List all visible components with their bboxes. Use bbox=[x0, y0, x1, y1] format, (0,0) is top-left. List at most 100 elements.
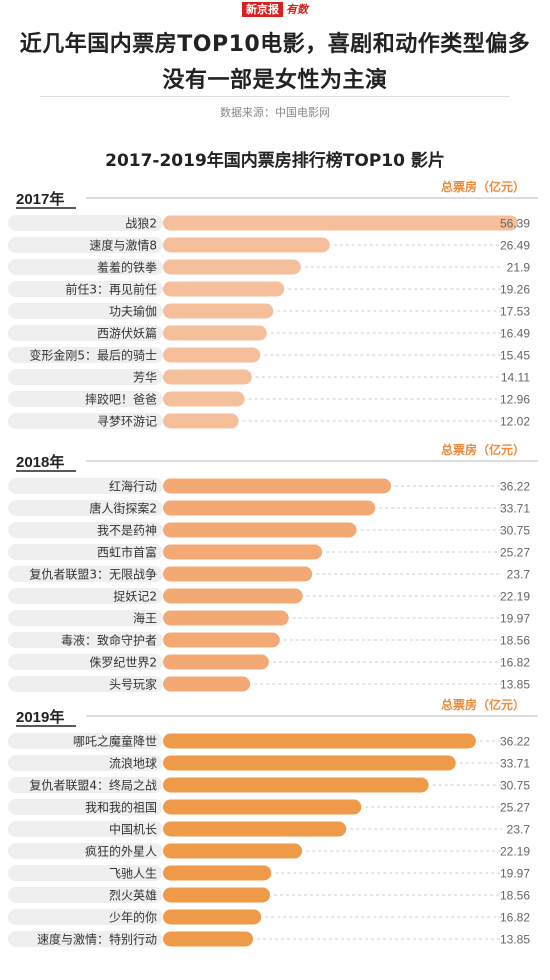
bar bbox=[163, 755, 456, 771]
category-label: 前任3：再见前任 bbox=[65, 282, 157, 297]
bar bbox=[163, 733, 476, 749]
label-track bbox=[8, 755, 163, 771]
category-label: 捉妖记2 bbox=[113, 589, 157, 604]
value-label: 22.19 bbox=[500, 845, 530, 859]
bar bbox=[163, 347, 261, 363]
year-tag-bg bbox=[12, 187, 86, 209]
label-track bbox=[8, 259, 163, 275]
bar bbox=[163, 843, 303, 859]
category-label: 海王 bbox=[133, 611, 157, 626]
category-label: 复仇者联盟4：终局之战 bbox=[29, 778, 157, 793]
bar bbox=[163, 500, 376, 516]
value-label: 23.7 bbox=[507, 823, 531, 837]
bar bbox=[163, 237, 330, 253]
label-track bbox=[8, 909, 163, 925]
bar bbox=[163, 887, 271, 903]
value-label: 33.71 bbox=[500, 502, 530, 516]
bar bbox=[163, 303, 274, 319]
label-track bbox=[8, 369, 163, 385]
column-name: 有数 bbox=[286, 3, 308, 16]
label-track bbox=[8, 478, 163, 494]
label-track bbox=[8, 347, 163, 363]
label-track bbox=[8, 391, 163, 407]
brand-name: 新京报 bbox=[242, 2, 283, 17]
bar bbox=[163, 281, 285, 297]
label-track bbox=[8, 821, 163, 837]
bar bbox=[163, 654, 269, 670]
category-label: 红海行动 bbox=[109, 479, 157, 494]
label-track bbox=[8, 303, 163, 319]
value-label: 19.26 bbox=[500, 283, 530, 297]
category-label: 我和我的祖国 bbox=[85, 800, 157, 815]
headline-divider bbox=[40, 96, 510, 97]
label-track bbox=[8, 566, 163, 582]
label-track bbox=[8, 610, 163, 626]
label-track bbox=[8, 325, 163, 341]
category-label: 我不是药神 bbox=[97, 524, 157, 538]
year-label: 2017年 bbox=[16, 190, 64, 208]
category-label: 战狼2 bbox=[125, 216, 157, 231]
value-label: 13.85 bbox=[500, 933, 530, 947]
bar bbox=[163, 799, 362, 815]
label-track bbox=[8, 777, 163, 793]
category-label: 头号玩家 bbox=[109, 677, 157, 692]
category-label: 少年的你 bbox=[109, 910, 157, 925]
value-label: 16.82 bbox=[500, 911, 530, 925]
year-label: 2019年 bbox=[16, 708, 64, 726]
value-label: 17.53 bbox=[500, 305, 530, 319]
year-tag-bg bbox=[12, 705, 86, 727]
category-label: 飞驰人生 bbox=[109, 867, 157, 881]
label-track bbox=[8, 500, 163, 516]
category-label: 疯狂的外星人 bbox=[85, 844, 157, 859]
label-track bbox=[8, 413, 163, 429]
category-label: 变形金刚5：最后的骑士 bbox=[29, 348, 157, 363]
bar bbox=[163, 391, 245, 407]
category-label: 中国机长 bbox=[109, 822, 157, 837]
brand-logo: 新京报 有数 bbox=[0, 2, 550, 17]
category-label: 西虹市首富 bbox=[97, 545, 157, 560]
data-source: 数据来源：中国电影网 bbox=[220, 106, 330, 119]
value-label: 36.22 bbox=[500, 480, 530, 494]
bar bbox=[163, 821, 347, 837]
bar bbox=[163, 215, 518, 231]
category-label: 流浪地球 bbox=[109, 756, 157, 771]
category-label: 毒液：致命守护者 bbox=[61, 633, 157, 648]
value-label: 19.97 bbox=[500, 612, 530, 626]
value-label: 25.27 bbox=[500, 546, 530, 560]
bar bbox=[163, 676, 251, 692]
category-label: 速度与激情8 bbox=[89, 238, 157, 253]
value-label: 30.75 bbox=[500, 524, 530, 538]
bar bbox=[163, 931, 254, 947]
value-label: 21.9 bbox=[507, 261, 531, 275]
value-label: 56.39 bbox=[500, 217, 530, 231]
category-label: 烈火英雄 bbox=[109, 888, 157, 903]
value-label: 33.71 bbox=[500, 757, 530, 771]
bar bbox=[163, 610, 289, 626]
headline-line2: 没有一部是女性为主演 bbox=[162, 68, 388, 93]
value-label: 13.85 bbox=[500, 678, 530, 692]
label-track bbox=[8, 632, 163, 648]
value-label: 18.56 bbox=[500, 634, 530, 648]
value-label: 18.56 bbox=[500, 889, 530, 903]
value-label: 26.49 bbox=[500, 239, 530, 253]
category-label: 功夫瑜伽 bbox=[109, 304, 157, 319]
headline-line1: 近几年国内票房TOP10电影，喜剧和动作类型偏多 bbox=[19, 32, 531, 57]
bar bbox=[163, 259, 301, 275]
bar bbox=[163, 909, 262, 925]
bar bbox=[163, 566, 313, 582]
bar bbox=[163, 325, 267, 341]
label-track bbox=[8, 733, 163, 749]
label-track bbox=[8, 522, 163, 538]
label-track bbox=[8, 237, 163, 253]
bar bbox=[163, 777, 429, 793]
bar bbox=[163, 544, 323, 560]
value-label: 12.02 bbox=[500, 415, 530, 429]
bar bbox=[163, 588, 303, 604]
value-label: 15.45 bbox=[500, 349, 530, 363]
bar bbox=[163, 632, 280, 648]
category-label: 西游伏妖篇 bbox=[97, 326, 157, 341]
category-label: 摔跤吧！爸爸 bbox=[85, 392, 157, 407]
unit-label: 总票房（亿元） bbox=[441, 442, 525, 457]
label-track bbox=[8, 887, 163, 903]
